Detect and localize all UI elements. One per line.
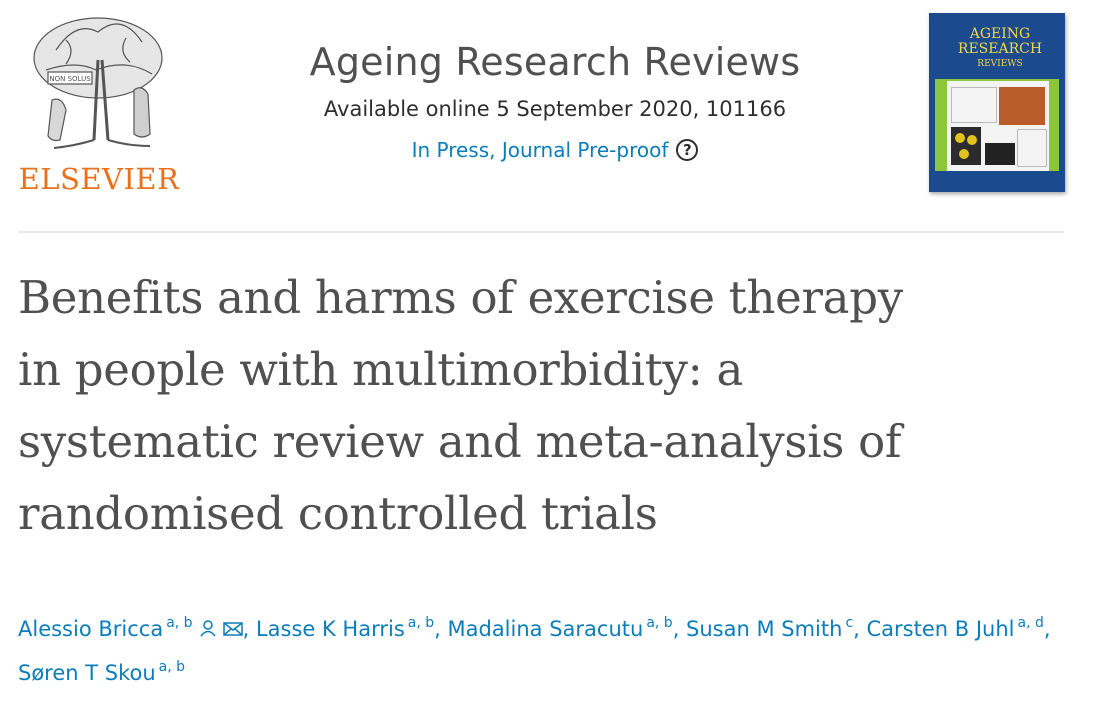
journal-cover[interactable]: AGEING RESEARCH REVIEWS	[929, 13, 1065, 192]
publisher-logo[interactable]: NON SOLUS ELSEVIER	[16, 10, 180, 200]
svg-text:NON SOLUS: NON SOLUS	[49, 75, 91, 83]
author-affiliation: a, b	[646, 615, 673, 631]
article-title-line: Benefits and harms of exercise therapy	[18, 271, 903, 324]
author-affiliation: a, d	[1017, 615, 1044, 631]
author-name[interactable]: Alessio Bricca	[18, 617, 164, 641]
author-affiliation: a, b	[407, 615, 435, 631]
journal-status-text[interactable]: In Press, Journal Pre-proof	[411, 138, 669, 162]
journal-date: Available online 5 September 2020, 10116…	[323, 97, 787, 121]
author-link[interactable]: Susan M Smith c	[686, 615, 854, 641]
author-affiliation: c	[845, 615, 854, 631]
author-name[interactable]: Lasse K Harris	[255, 617, 405, 641]
article-title: Benefits and harms of exercise therapy i…	[18, 262, 1078, 550]
cover-image	[947, 81, 1049, 171]
cover-title-line2: RESEARCH	[957, 41, 1043, 57]
author-link[interactable]: Carsten B Juhl a, d	[866, 615, 1044, 641]
publisher-name: ELSEVIER	[18, 162, 180, 196]
author-link[interactable]: Søren T Skou a, b	[18, 659, 186, 685]
journal-status-link[interactable]: In Press, Journal Pre-proof ?	[412, 136, 699, 164]
person-icon[interactable]	[199, 619, 217, 637]
article-title-line: systematic review and meta-analysis of	[18, 415, 902, 468]
author-name[interactable]: Madalina Saracutu	[447, 617, 644, 641]
elsevier-tree-logo-icon: NON SOLUS	[33, 17, 163, 149]
article-title-line: randomised controlled trials	[18, 487, 658, 540]
author-affiliation: a, b	[166, 615, 193, 631]
author-name[interactable]: Susan M Smith	[686, 617, 843, 641]
cover-title-line3: REVIEWS	[977, 59, 1023, 69]
author-link[interactable]: Madalina Saracutu a, b	[447, 615, 673, 641]
author-link[interactable]: Lasse K Harris a, b	[255, 615, 435, 641]
article-title-line: in people with multimorbidity: a	[18, 343, 744, 396]
journal-info: Ageing Research Reviews Available online…	[250, 38, 860, 164]
author-affiliation: a, b	[158, 659, 186, 675]
cover-title: AGEING RESEARCH REVIEWS	[941, 27, 1059, 72]
help-icon[interactable]: ?	[676, 139, 699, 161]
article-header: NON SOLUS ELSEVIER Ageing Research Revie…	[0, 0, 1100, 233]
cover-title-line1: AGEING	[969, 26, 1031, 42]
author-link[interactable]: Alessio Bricca a, b	[18, 615, 193, 641]
author-name[interactable]: Carsten B Juhl	[866, 617, 1015, 641]
author-name[interactable]: Søren T Skou	[18, 661, 156, 685]
mail-icon[interactable]	[222, 621, 243, 637]
header-divider	[18, 231, 1064, 233]
journal-title[interactable]: Ageing Research Reviews	[309, 40, 801, 84]
author-list: Alessio Bricca a, b, Lasse K Harris a, b, …	[18, 615, 1051, 685]
